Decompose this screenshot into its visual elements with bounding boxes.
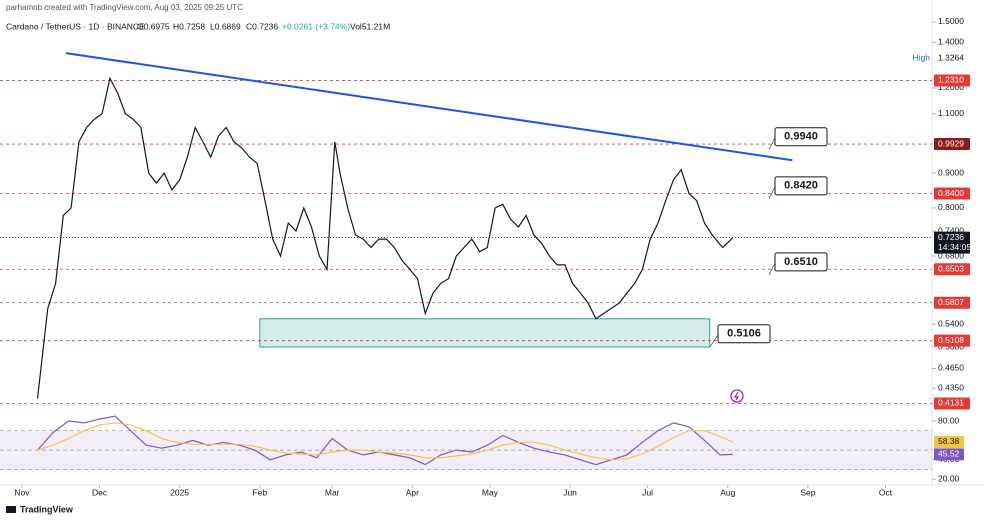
callout-line xyxy=(768,186,776,199)
x-tick-label: Apr xyxy=(406,487,419,497)
x-tick-label: Oct xyxy=(879,487,893,497)
level-label-bg xyxy=(934,334,970,347)
level-label-bg xyxy=(934,138,970,151)
last-value: 45.52 xyxy=(938,449,960,459)
x-tick-label: 2025 xyxy=(170,487,189,497)
x-tick-label: Mar xyxy=(325,487,340,497)
y-tick-label: 0.5400 xyxy=(938,318,964,328)
ohlc-close: C0.7236 xyxy=(246,21,278,31)
level-label: 0.9929 xyxy=(938,138,964,148)
x-tick-label: Aug xyxy=(720,487,735,497)
y-tick-label: 1.1000 xyxy=(938,108,964,118)
y-tick-label: 0.7400 xyxy=(938,225,964,235)
level-label: 0.4131 xyxy=(938,398,964,408)
level-label: 0.5807 xyxy=(938,297,964,307)
callout-line xyxy=(709,334,719,348)
last-value: 58.38 xyxy=(938,436,960,446)
event-icon-bolt xyxy=(733,391,740,401)
chart-layer: 1.5000 1.4000 1.2000 1.1000 0.9000 0.8000 0.74… xyxy=(0,16,971,497)
level-label: 0.8400 xyxy=(938,188,964,198)
high-title: High xyxy=(913,53,931,63)
change: +0.0261 (+3.74%) xyxy=(282,21,350,31)
y-tick-label: 0.6800 xyxy=(938,250,964,260)
last-value-bg xyxy=(934,435,964,448)
y-tick-label: 20.00 xyxy=(938,473,960,483)
y-tick-label: 0.8000 xyxy=(938,202,964,212)
x-tick-label: May xyxy=(482,487,499,497)
level-label-bg xyxy=(934,74,970,87)
ohlc-open: O0.6975 xyxy=(137,21,170,31)
x-tick-label: Dec xyxy=(92,487,108,497)
range-box xyxy=(259,318,711,348)
y-tick-label: 0.4650 xyxy=(938,363,964,373)
callout-box xyxy=(774,252,828,272)
level-label-bg xyxy=(934,296,970,309)
countdown: 14:34:05 xyxy=(938,242,971,252)
symbol: Cardano / TetherUS · 1D · BINANCE xyxy=(6,21,145,31)
level-label: 0.6503 xyxy=(938,264,964,274)
series-line xyxy=(37,415,733,466)
level-label: 0.5108 xyxy=(938,335,964,345)
y-tick-label: 1.5000 xyxy=(938,16,964,26)
x-tick-label: Nov xyxy=(14,487,30,497)
y-tick-label: 0.9000 xyxy=(938,167,964,177)
callout-line xyxy=(768,262,776,276)
last-value-bg xyxy=(934,448,964,461)
current-price-bg xyxy=(934,231,970,254)
callout-label: 0.8420 xyxy=(784,180,818,192)
level-label-bg xyxy=(934,187,970,200)
y-tick-label: 1.2000 xyxy=(938,82,964,92)
level-label: 1.2310 xyxy=(938,75,964,85)
callout-label: 0.9940 xyxy=(784,131,818,143)
callout-label: 0.6510 xyxy=(784,256,818,268)
high-value: 1.3264 xyxy=(938,53,964,63)
current-price: 0.7236 xyxy=(938,232,964,242)
y-tick-label: 0.4350 xyxy=(938,382,964,392)
event-icon[interactable] xyxy=(730,389,744,403)
callout-label: 0.5106 xyxy=(727,328,761,340)
series-line xyxy=(37,422,734,461)
callout-line xyxy=(768,137,776,150)
volume: Vol51.21M xyxy=(350,21,390,31)
ohlc-low: L0.6869 xyxy=(210,21,241,31)
x-tick-label: Feb xyxy=(252,487,267,497)
callout-box xyxy=(774,127,828,147)
ohlc-high: H0.7258 xyxy=(173,21,205,31)
level-label-bg xyxy=(934,263,970,276)
x-tick-label: Sep xyxy=(800,487,815,497)
level-label-bg xyxy=(934,397,970,410)
callout-box xyxy=(717,324,771,344)
credit: parhamnb created with TradingView.com, A… xyxy=(6,3,243,12)
y-tick-label: 80.00 xyxy=(938,415,960,425)
y-tick-label: 1.4000 xyxy=(938,37,964,47)
x-tick-label: Jun xyxy=(563,487,577,497)
brand: TradingView xyxy=(20,504,74,514)
x-tick-label: Jul xyxy=(642,487,653,497)
brand-logo xyxy=(6,506,16,513)
series-line xyxy=(36,76,734,399)
callout-box xyxy=(774,176,828,196)
trendline xyxy=(65,52,793,162)
